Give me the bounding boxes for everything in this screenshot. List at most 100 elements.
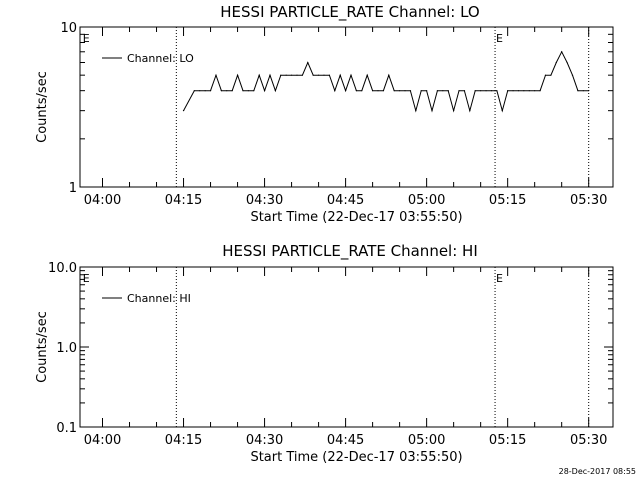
chart-lo-x-axis-label: Start Time (22-Dec-17 03:55:50) xyxy=(250,210,462,225)
chart-lo-series-line xyxy=(183,50,589,113)
y-tick-label: 10 xyxy=(60,21,77,36)
chart-lo-y-axis-label: Counts/sec xyxy=(35,71,50,143)
data-point xyxy=(399,90,401,92)
data-point xyxy=(220,90,222,92)
y-tick-label: 1.0 xyxy=(56,341,77,356)
data-point xyxy=(301,74,303,76)
data-point xyxy=(231,90,233,92)
data-point xyxy=(490,90,493,92)
data-point xyxy=(436,90,439,92)
data-point xyxy=(258,74,260,76)
data-point xyxy=(496,90,498,92)
data-point xyxy=(431,110,433,112)
x-tick-label: 04:45 xyxy=(327,193,364,208)
data-point xyxy=(528,90,530,92)
data-point xyxy=(566,61,568,64)
x-tick-label: 04:15 xyxy=(165,193,202,208)
data-point xyxy=(480,90,482,92)
chart-lo-plot-frame xyxy=(79,26,614,188)
data-point xyxy=(247,90,249,92)
data-point xyxy=(226,90,228,92)
data-point xyxy=(242,90,244,92)
x-tick-label: 05:30 xyxy=(570,193,607,208)
chart-hi-plot-frame xyxy=(79,266,614,428)
x-tick-label: 04:30 xyxy=(246,193,283,208)
chart-lo-data-points xyxy=(182,51,590,112)
data-point xyxy=(544,74,547,76)
data-point xyxy=(377,90,379,92)
chart-lo-x-ticks: 04:00 04:15 04:30 04:45 05:00 05:15 05:30 xyxy=(84,27,607,208)
data-point xyxy=(512,90,514,92)
data-point xyxy=(209,90,212,92)
data-point xyxy=(415,110,417,112)
data-point xyxy=(269,74,271,76)
data-point xyxy=(501,110,503,112)
data-point xyxy=(577,90,579,92)
event-label: E xyxy=(83,272,90,285)
chart-lo-title: HESSI PARTICLE_RATE Channel: LO xyxy=(220,3,479,22)
chart-hi-y-ticks: 0.1 1.0 10.0 xyxy=(48,261,613,436)
event-label: E xyxy=(83,32,90,45)
data-point xyxy=(290,74,293,76)
x-tick-label: 04:45 xyxy=(327,433,364,448)
data-point xyxy=(588,90,590,92)
data-point xyxy=(485,90,487,92)
chart-lo-event-lines xyxy=(175,27,590,187)
data-point xyxy=(382,90,385,92)
data-point xyxy=(469,110,471,112)
data-point xyxy=(215,74,217,76)
chart-lo-y-ticks: 1 10 xyxy=(60,21,613,196)
data-point xyxy=(404,90,406,92)
x-tick-label: 05:30 xyxy=(570,433,607,448)
data-point xyxy=(350,74,352,76)
y-tick-label: 1 xyxy=(69,181,77,196)
data-point xyxy=(204,90,206,92)
x-tick-label: 04:15 xyxy=(165,433,202,448)
data-point xyxy=(323,74,325,76)
data-point xyxy=(334,90,336,92)
data-point xyxy=(317,74,320,76)
y-tick-label: 10.0 xyxy=(48,261,77,276)
data-point xyxy=(263,90,266,92)
data-point xyxy=(199,90,201,92)
data-point xyxy=(420,90,422,92)
data-point xyxy=(274,90,276,92)
data-point xyxy=(182,110,185,112)
data-point xyxy=(372,90,374,92)
data-point xyxy=(517,90,520,92)
data-point xyxy=(236,74,239,76)
data-point xyxy=(409,90,412,92)
data-point xyxy=(442,90,444,92)
data-point xyxy=(561,51,563,53)
chart-hi-y-axis-label: Counts/sec xyxy=(35,311,50,383)
data-point xyxy=(312,74,314,76)
event-label: E xyxy=(496,32,503,45)
data-point xyxy=(253,90,255,92)
data-point xyxy=(474,90,476,92)
data-point xyxy=(366,74,368,76)
data-point xyxy=(344,90,347,92)
data-point xyxy=(555,61,557,64)
data-point xyxy=(355,90,358,92)
data-point xyxy=(582,90,584,92)
chart-hi-legend-label: Channel: HI xyxy=(127,292,191,305)
data-point xyxy=(388,74,390,76)
data-point xyxy=(571,74,574,76)
data-point xyxy=(534,90,536,92)
x-tick-label: 04:00 xyxy=(84,433,121,448)
data-point xyxy=(393,90,395,92)
x-tick-label: 04:30 xyxy=(246,433,283,448)
x-tick-label: 05:00 xyxy=(408,433,445,448)
data-point xyxy=(328,74,330,76)
data-point xyxy=(458,90,460,92)
data-point xyxy=(447,90,449,92)
footer-timestamp: 28-Dec-2017 08:55 xyxy=(558,467,636,476)
data-point xyxy=(285,74,287,76)
event-label: E xyxy=(496,272,503,285)
data-point xyxy=(339,74,341,76)
data-point xyxy=(539,90,541,92)
y-tick-label: 0.1 xyxy=(56,421,77,436)
